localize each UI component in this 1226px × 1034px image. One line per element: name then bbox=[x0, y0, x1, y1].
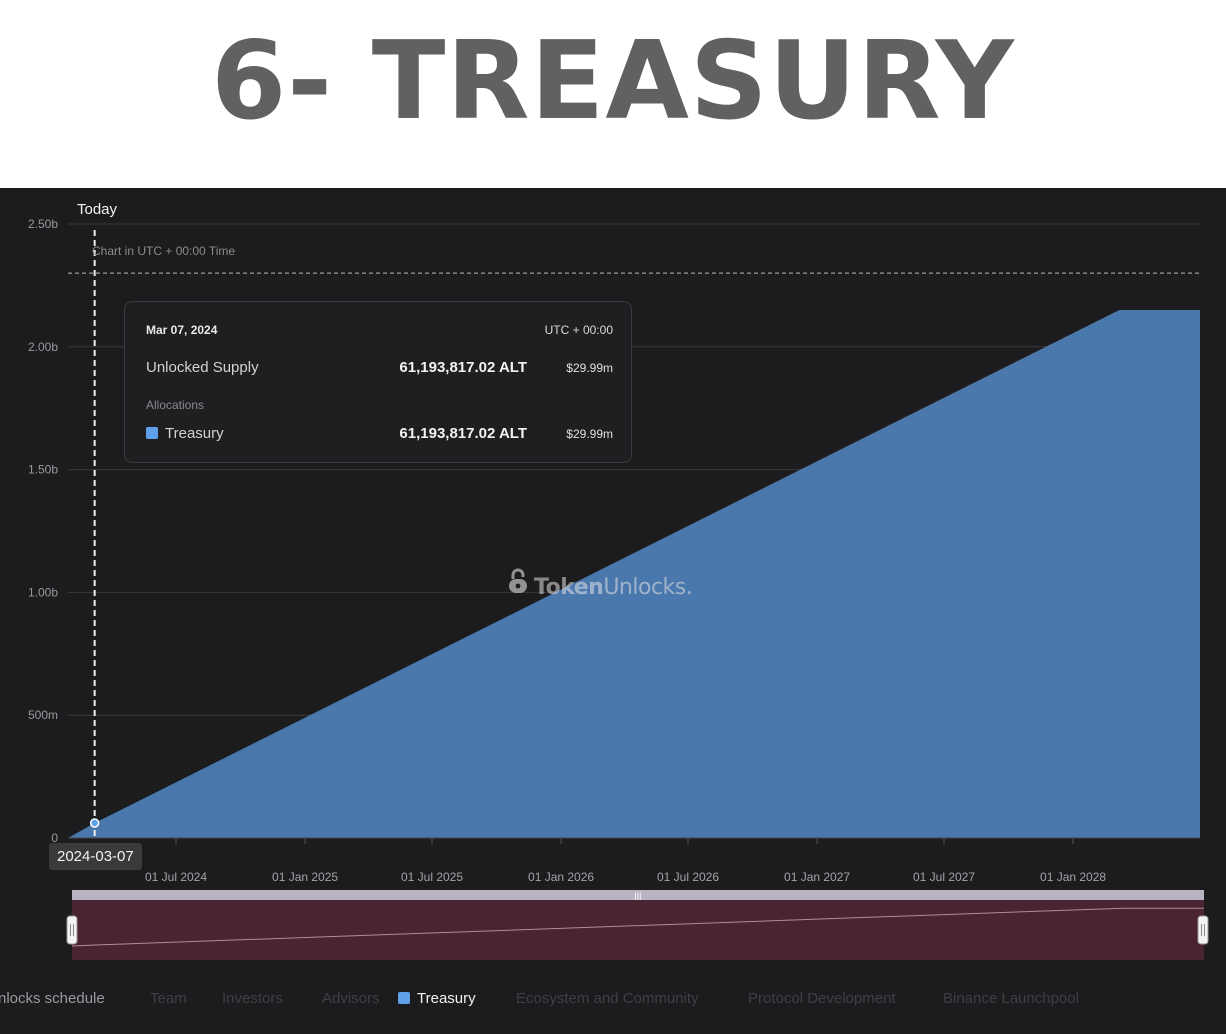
unlock-chart-panel: 0 500m 1.00b 1.50b 2.00b 2.50b 01 Jul 2024 01 J… bbox=[0, 188, 1226, 1034]
hover-tooltip: Mar 07, 2024 UTC + 00:00 Unlocked Supply… bbox=[124, 301, 632, 463]
tooltip-treasury-row: Treasury 61,193,817.02 ALT $29.99m bbox=[146, 425, 613, 445]
legend-tab-protocol-development[interactable]: Protocol Development bbox=[748, 990, 896, 1007]
navigator-scrollbar bbox=[72, 890, 1204, 900]
legend-tab-advisors[interactable]: Advisors bbox=[322, 990, 380, 1007]
lock-icon bbox=[508, 568, 528, 600]
treasury-area bbox=[68, 310, 1200, 838]
tokenunlocks-watermark: TokenUnlocks. bbox=[508, 568, 693, 600]
y-tick-label: 1.00b bbox=[28, 585, 58, 599]
x-tick-label: 01 Jul 2027 bbox=[913, 870, 975, 884]
today-data-point bbox=[89, 818, 100, 828]
navigator-series-line bbox=[71, 907, 1204, 947]
scrollbar-grip-icon: ||| bbox=[634, 891, 641, 901]
navigator-left-handle[interactable] bbox=[66, 915, 78, 945]
tooltip-unlocked-row: Unlocked Supply 61,193,817.02 ALT $29.99… bbox=[146, 359, 613, 379]
x-tick-label: 01 Jan 2026 bbox=[528, 870, 594, 884]
timezone-note: Chart in UTC + 00:00 Time bbox=[92, 244, 236, 258]
x-tick-label: 01 Jan 2028 bbox=[1040, 870, 1106, 884]
legend-tab-ecosystem[interactable]: Ecosystem and Community bbox=[516, 990, 699, 1007]
legend-tab-unlocks-schedule[interactable]: nlocks schedule bbox=[0, 990, 105, 1007]
unlocked-supply-label: Unlocked Supply bbox=[146, 359, 259, 376]
treasury-legend-swatch bbox=[398, 992, 410, 1004]
legend-tab-binance-launchpool[interactable]: Binance Launchpool bbox=[943, 990, 1079, 1007]
x-tick-label: 01 Jan 2025 bbox=[272, 870, 338, 884]
today-label: Today bbox=[77, 201, 118, 218]
x-tick-label: 01 Jan 2027 bbox=[784, 870, 850, 884]
allocations-label: Allocations bbox=[146, 398, 205, 412]
unlocked-supply-usd: $29.99m bbox=[566, 361, 613, 375]
watermark-unlocks: Unlocks. bbox=[603, 575, 693, 600]
y-tick-label: 2.00b bbox=[28, 340, 58, 354]
y-tick-label: 0 bbox=[51, 831, 58, 845]
crosshair-date-badge: 2024-03-07 bbox=[49, 843, 142, 870]
treasury-allocation-value: 61,193,817.02 ALT bbox=[399, 425, 527, 442]
x-tick-label: 01 Jul 2024 bbox=[145, 870, 207, 884]
legend-tab-investors[interactable]: Investors bbox=[222, 990, 283, 1007]
navigator-right-handle[interactable] bbox=[1197, 915, 1209, 945]
x-tick-label: 01 Jul 2026 bbox=[657, 870, 719, 884]
legend-tab-treasury[interactable]: Treasury bbox=[398, 990, 476, 1007]
treasury-swatch bbox=[146, 427, 158, 439]
page-heading: 6- TREASURY bbox=[211, 19, 1015, 144]
navigator-range bbox=[72, 900, 1204, 960]
tooltip-timezone: UTC + 00:00 bbox=[544, 323, 613, 337]
y-tick-label: 500m bbox=[28, 708, 58, 722]
legend-tabs: nlocks schedule Team Investors Advisors … bbox=[0, 990, 1226, 1014]
treasury-allocation-label: Treasury bbox=[146, 425, 224, 442]
legend-tab-team[interactable]: Team bbox=[150, 990, 187, 1007]
watermark-token: Token bbox=[534, 575, 604, 600]
tooltip-date: Mar 07, 2024 bbox=[146, 323, 218, 337]
y-tick-label: 1.50b bbox=[28, 463, 58, 477]
x-tick-label: 01 Jul 2025 bbox=[401, 870, 463, 884]
y-tick-label: 2.50b bbox=[28, 217, 58, 231]
treasury-allocation-usd: $29.99m bbox=[566, 427, 613, 441]
unlock-chart[interactable]: 0 500m 1.00b 1.50b 2.00b 2.50b 01 Jul 2024 01 J… bbox=[0, 188, 1226, 1034]
unlocked-supply-value: 61,193,817.02 ALT bbox=[399, 359, 527, 376]
